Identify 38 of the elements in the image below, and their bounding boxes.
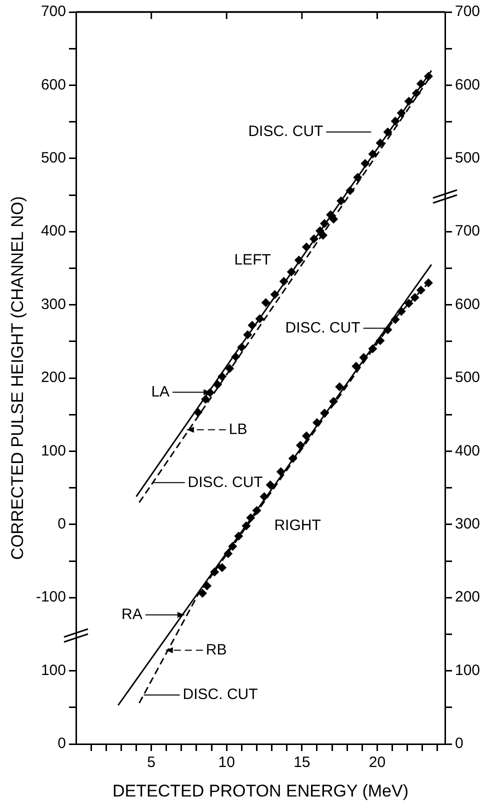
annotation: DISC. CUT [188,474,263,491]
x-tick-label: 15 [294,754,310,772]
y2-tick-label: 200 [455,588,480,606]
y2-tick-label: 500 [455,369,480,386]
y-tick-label: 300 [40,296,66,313]
y2-tick-label: 400 [455,442,480,460]
y-tick-label: 400 [40,222,66,240]
y-tick-label: 500 [40,150,66,167]
annotation: DISC. CUT [285,319,360,336]
series-label: RA [122,606,142,624]
y-axis-title: CORRECTED PULSE HEIGHT (CHANNEL NO) [8,196,27,560]
y2-tick-label: 500 [455,150,480,167]
series-label: LEFT [234,251,271,268]
series-label: LA [151,383,170,400]
x-tick-label: 20 [368,754,386,772]
y-tick-label: 100 [40,662,66,679]
y2-tick-label: 700 [455,3,480,20]
y2-tick-label: 0 [455,735,464,752]
y2-tick-label: 300 [455,516,480,533]
y-tick-label: 700 [40,3,66,20]
y2-tick-label: 600 [455,76,480,94]
y-tick-label: -100 [36,588,66,606]
y2-tick-label: 700 [455,222,480,240]
y-tick-label: 100 [40,442,66,460]
y-tick-label: 0 [58,735,66,752]
legend-label: RB [206,641,227,658]
annotation: DISC. CUT [182,686,258,704]
y2-tick-label: 100 [455,662,480,679]
legend-label: LB [228,420,248,438]
x-axis-title: DETECTED PROTON ENERGY (MeV) [112,781,408,800]
annotation: DISC. CUT [248,123,324,140]
y-tick-label: 600 [40,76,66,94]
x-tick-label: 10 [218,754,235,772]
series-label: RIGHT [274,517,321,534]
x-tick-label: 5 [147,754,156,772]
y2-tick-label: 600 [455,296,480,313]
y-tick-label: 0 [58,516,66,533]
y-tick-label: 200 [40,369,66,386]
